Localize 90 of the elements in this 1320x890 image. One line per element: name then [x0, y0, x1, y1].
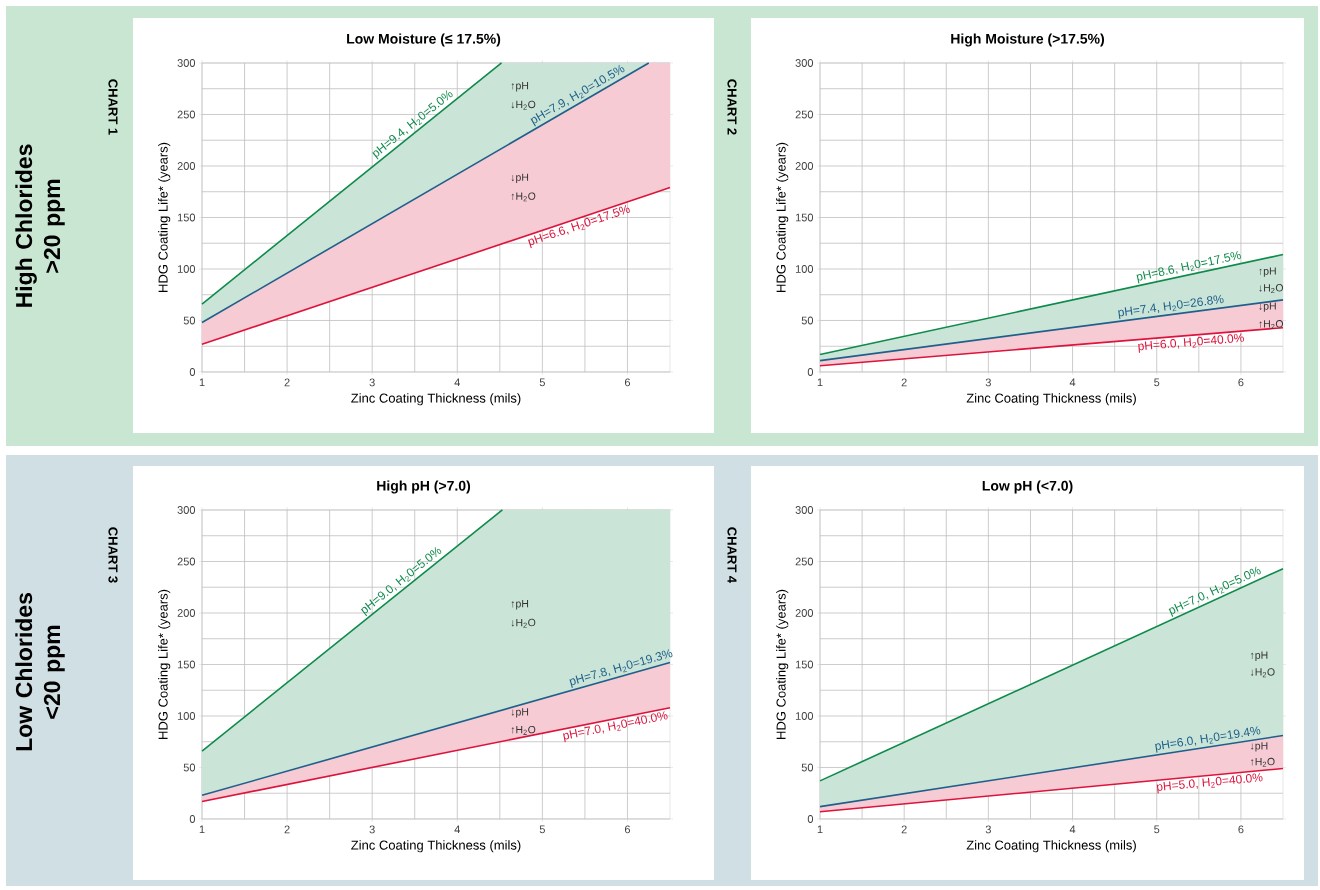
y-tick-label: 300 — [177, 59, 196, 67]
x-tick-label: 6 — [624, 825, 631, 834]
x-tick-label: 3 — [369, 378, 375, 387]
annotation: ↓pH — [511, 708, 529, 718]
y-tick-label: 150 — [177, 213, 196, 222]
y-tick-label: 50 — [183, 763, 196, 772]
chart-title: High Moisture (>17.5%) — [951, 33, 1105, 47]
annotation: ↓H$_{2}$O — [1250, 668, 1275, 678]
x-tick-label: 4 — [454, 825, 461, 834]
x-tick-label: 6 — [624, 378, 631, 387]
text: pH=5.0, H$_{2}$0=40.0% — [1156, 773, 1263, 794]
x-tick-label: 3 — [985, 378, 991, 387]
y-tick-label: 0 — [807, 815, 814, 823]
y-axis-title: HDG Coating Life* (years) — [776, 142, 789, 292]
y-tick-label: 150 — [177, 660, 196, 669]
series-label: pH=6.0, H$_{2}$0=40.0% — [1138, 333, 1244, 353]
y-tick-label: 300 — [795, 59, 814, 67]
chart-title: High pH (>7.0) — [377, 480, 471, 494]
x-tick-label: 1 — [817, 825, 823, 834]
x-tick-label: 2 — [901, 378, 907, 387]
y-tick-label: 250 — [177, 110, 196, 119]
x-tick-label: 3 — [369, 825, 375, 834]
y-tick-label: 300 — [177, 506, 196, 514]
annotation: ↓pH — [1259, 302, 1276, 312]
y-tick-label: 200 — [177, 162, 196, 170]
annotation: ↑H$_{2}$O — [1250, 757, 1275, 767]
x-axis-title: Zinc Coating Thickness (mils) — [966, 393, 1136, 406]
y-tick-label: 100 — [795, 265, 814, 273]
x-axis-title: Zinc Coating Thickness (mils) — [351, 840, 521, 853]
y-tick-label: 0 — [189, 815, 196, 823]
y-tick-label: 50 — [801, 763, 814, 772]
y-tick-label: 250 — [795, 557, 814, 566]
y-tick-label: 250 — [795, 110, 814, 119]
x-tick-label: 1 — [199, 378, 205, 387]
x-tick-label: 6 — [1238, 378, 1244, 387]
y-axis-title: HDG Coating Life* (years) — [776, 589, 789, 739]
annotation: ↑H$_{2}$O — [511, 192, 536, 202]
chart-title: Low Moisture (≤ 17.5%) — [347, 33, 501, 47]
annotation: ↑pH — [1250, 651, 1268, 661]
y-tick-label: 100 — [177, 265, 196, 273]
y-axis-title: HDG Coating Life* (years) — [158, 142, 171, 292]
annotation: ↑pH — [1259, 267, 1276, 277]
annotation: ↑H$_{2}$O — [511, 725, 536, 735]
x-axis-title: Zinc Coating Thickness (mils) — [966, 840, 1136, 853]
y-tick-label: 50 — [801, 316, 814, 325]
caption: CHART 2 — [727, 79, 737, 135]
y-tick-label: 100 — [177, 712, 196, 720]
chart-title: Low pH (<7.0) — [982, 480, 1073, 494]
x-tick-label: 2 — [284, 825, 290, 834]
text: High Chlorides >20 ppm — [15, 144, 65, 307]
x-tick-label: 5 — [1154, 378, 1160, 387]
y-tick-label: 200 — [177, 609, 196, 617]
text: pH=7.0, H$_{2}$0=40.0% — [562, 711, 668, 743]
text: Low Chlorides <20 ppm — [15, 593, 65, 751]
y-tick-label: 200 — [795, 609, 814, 617]
x-tick-label: 4 — [1069, 378, 1076, 387]
x-tick-label: 6 — [1238, 825, 1244, 834]
x-tick-label: 4 — [1069, 825, 1076, 834]
x-tick-label: 1 — [817, 378, 823, 387]
text: pH=8.6, H$_{2}$0=17.5% — [1136, 250, 1241, 284]
caption: CHART 1 — [108, 79, 118, 135]
annotation: ↑H$_{2}$O — [1259, 320, 1284, 330]
annotation: ↑pH — [511, 600, 529, 610]
annotation: ↓H$_{2}$O — [511, 618, 536, 628]
x-tick-label: 2 — [901, 825, 907, 834]
x-tick-label: 5 — [539, 825, 545, 834]
annotation: ↑pH — [511, 81, 529, 92]
y-tick-label: 250 — [177, 557, 196, 566]
y-axis-title: HDG Coating Life* (years) — [158, 589, 171, 739]
x-tick-label: 5 — [1154, 825, 1160, 834]
y-tick-label: 300 — [795, 506, 814, 514]
x-tick-label: 1 — [199, 825, 205, 834]
y-tick-label: 200 — [795, 162, 814, 170]
y-tick-label: 150 — [795, 660, 814, 669]
x-tick-label: 5 — [539, 378, 545, 387]
x-tick-label: 3 — [985, 825, 991, 834]
x-axis-title: Zinc Coating Thickness (mils) — [351, 393, 521, 406]
y-tick-label: 150 — [795, 213, 814, 222]
x-tick-label: 4 — [454, 378, 461, 387]
y-tick-label: 0 — [807, 368, 814, 376]
annotation: ↓H$_{2}$O — [1259, 284, 1284, 294]
text: pH=7.4, H$_{2}$0=26.8% — [1118, 294, 1224, 320]
caption: CHART 3 — [108, 527, 118, 583]
y-tick-label: 0 — [189, 368, 196, 376]
caption: CHART 4 — [727, 527, 737, 584]
annotation: ↓pH — [511, 173, 529, 184]
y-tick-label: 50 — [183, 316, 196, 325]
x-tick-label: 2 — [284, 378, 290, 387]
annotation: ↓pH — [1250, 742, 1268, 752]
y-tick-label: 100 — [795, 712, 814, 720]
